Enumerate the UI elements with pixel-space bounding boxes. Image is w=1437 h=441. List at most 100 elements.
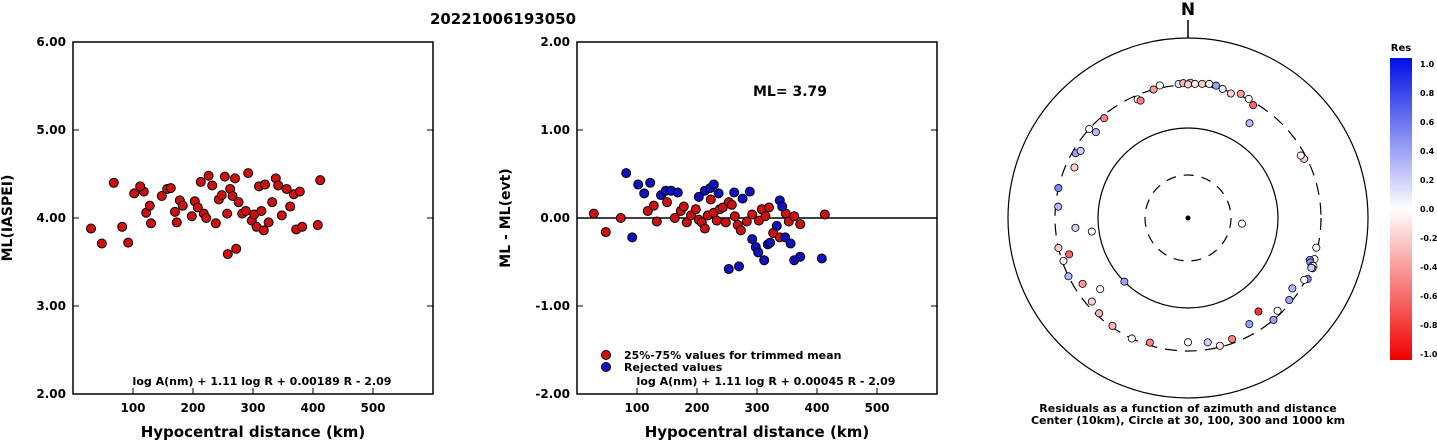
- y-tick-label: 6.00: [36, 35, 66, 49]
- data-point: [711, 215, 722, 226]
- event-id-title: 20221006193050: [430, 10, 576, 28]
- residual-point: [1285, 296, 1294, 305]
- residual-point: [1071, 223, 1080, 232]
- data-point: [764, 202, 774, 213]
- y-tick-label: 1.00: [540, 123, 570, 137]
- data-point: [315, 175, 326, 186]
- residual-point: [1245, 320, 1254, 329]
- residual-point: [1205, 79, 1214, 88]
- residual-point: [1273, 306, 1282, 315]
- residual-point: [1203, 338, 1212, 347]
- residual-point: [1078, 279, 1087, 288]
- data-point: [723, 264, 734, 275]
- data-point: [729, 187, 740, 198]
- data-point: [734, 261, 744, 272]
- plot1-points: [86, 168, 326, 260]
- plot2-ml-annotation: ML= 3.79: [753, 84, 827, 100]
- data-point: [207, 180, 218, 191]
- data-point: [737, 193, 748, 204]
- x-tick-label: 100: [624, 401, 649, 415]
- legend-marker-trimmed: [601, 350, 611, 360]
- x-tick-label: 400: [804, 401, 829, 415]
- residual-point: [1296, 151, 1305, 160]
- residual-point: [1059, 256, 1068, 265]
- residual-point: [1288, 284, 1297, 293]
- data-point: [281, 183, 292, 194]
- data-point: [203, 170, 214, 181]
- residual-point: [1136, 96, 1145, 105]
- x-tick-label: 200: [684, 401, 709, 415]
- data-point: [233, 197, 244, 208]
- data-point: [777, 201, 788, 212]
- center-dot: [1185, 215, 1191, 221]
- residual-point: [1095, 309, 1104, 318]
- colorbar-ticks: 1.0 0.8 0.6 0.4 0.2 0.0 -0.2 -0.4 -0.6 -0.8 -1.0: [1420, 60, 1437, 359]
- colorbar-tick-label: -0.4: [1420, 263, 1437, 272]
- data-point: [795, 219, 806, 230]
- y-tick-label: 2.00: [36, 387, 66, 401]
- data-point: [720, 217, 731, 228]
- data-point: [669, 213, 680, 223]
- data-point: [86, 223, 96, 234]
- plot2-points: [588, 168, 830, 275]
- data-point: [146, 218, 156, 229]
- y-tick-label: 4.00: [36, 211, 66, 225]
- residual-point: [1127, 334, 1136, 343]
- y-tick-label: 3.00: [36, 299, 66, 313]
- colorbar-tick-label: 0.0: [1420, 205, 1435, 214]
- data-point: [222, 249, 233, 260]
- plot2-legend: 25%-75% values for trimmed mean Rejected…: [601, 349, 841, 374]
- ring-30km: [1144, 174, 1232, 262]
- data-point: [741, 216, 752, 227]
- residual-point: [1184, 338, 1193, 347]
- data-point: [690, 204, 701, 215]
- data-point: [170, 206, 180, 217]
- data-point: [195, 176, 206, 187]
- data-point: [129, 188, 140, 199]
- residual-point: [1054, 184, 1063, 193]
- data-point: [615, 213, 626, 223]
- data-point: [230, 173, 240, 184]
- data-point: [819, 209, 830, 220]
- plot1-ticks: 100 200 300 400 500 2.00 3.00 4.00 5.00 6.00: [36, 35, 433, 415]
- x-tick-label: 300: [240, 401, 265, 415]
- data-point: [210, 218, 221, 229]
- residual-point: [1228, 335, 1237, 344]
- plot1: ML(IASPEI) Hypocentral distance (km) log…: [0, 35, 434, 441]
- residual-point: [1249, 101, 1258, 110]
- data-point: [231, 243, 242, 254]
- ring-1000km: [1007, 37, 1369, 399]
- data-point: [96, 238, 107, 249]
- plot2-ylabel: ML - ML(evt): [498, 168, 514, 267]
- polar-plot: N Residuals as a function of azimuth and…: [1007, 0, 1369, 427]
- data-point: [263, 217, 274, 228]
- residual-point: [1312, 243, 1321, 252]
- data-point: [312, 220, 323, 231]
- residual-point: [1184, 80, 1193, 89]
- legend-label-trimmed: 25%-75% values for trimmed mean: [624, 349, 841, 362]
- colorbar-scale: [1390, 58, 1412, 360]
- residual-point: [1087, 297, 1096, 306]
- residual-point: [1096, 285, 1105, 294]
- data-point: [678, 201, 689, 212]
- y-tick-label: -2.00: [535, 387, 570, 401]
- y-tick-label: -1.00: [535, 299, 570, 313]
- residual-point: [1108, 321, 1117, 330]
- data-point: [256, 205, 267, 216]
- data-point: [759, 255, 770, 266]
- plot1-ylabel: ML(IASPEI): [0, 175, 16, 262]
- residual-point: [1191, 79, 1200, 88]
- data-point: [735, 225, 746, 236]
- x-tick-label: 100: [120, 401, 145, 415]
- data-point: [285, 201, 296, 212]
- colorbar-title: Res: [1391, 43, 1411, 54]
- plot1-formula: log A(nm) + 1.11 log R + 0.00189 R - 2.0…: [133, 375, 392, 388]
- data-point: [816, 253, 827, 264]
- data-point: [177, 200, 188, 211]
- residual-point: [1269, 315, 1278, 324]
- residual-point: [1085, 125, 1094, 134]
- residual-point: [1149, 85, 1158, 94]
- plot2-ticks: 100 200 300 400 500 -2.00 -1.00 0.00 1.00 2.00: [535, 35, 937, 415]
- data-point: [699, 223, 710, 234]
